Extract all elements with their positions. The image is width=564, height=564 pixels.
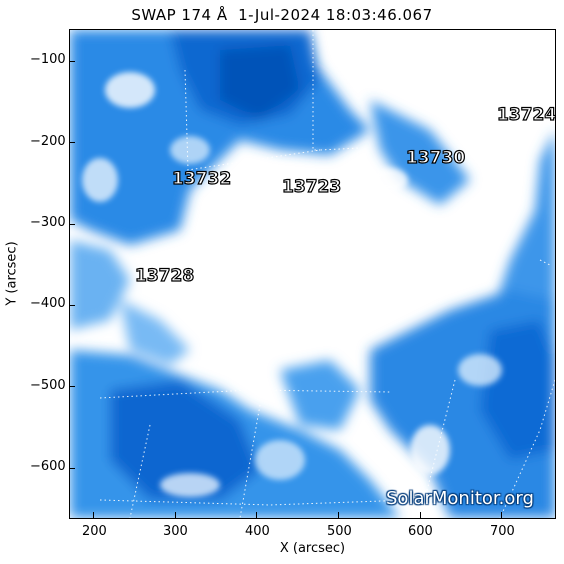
y-tick-label: −100 [30, 52, 66, 67]
y-tick-label: −500 [30, 378, 66, 393]
active-region-label: 13724 [496, 104, 557, 125]
x-tick-mark [420, 512, 421, 518]
y-tick-mark [69, 305, 75, 306]
x-tick-mark [501, 512, 502, 518]
x-tick-label: 200 [82, 524, 107, 539]
active-region-label: 13730 [405, 147, 466, 168]
y-tick-mark [69, 468, 75, 469]
y-tick-label: −200 [30, 134, 66, 149]
coronal-dark-regions [70, 30, 555, 518]
x-tick-label: 600 [408, 524, 433, 539]
y-tick-label: −600 [30, 459, 66, 474]
x-axis-label: X (arcsec) [279, 541, 346, 556]
active-region-label: 13723 [281, 176, 342, 197]
active-region-label: 13732 [171, 168, 232, 189]
watermark: SolarMonitor.org [386, 488, 534, 509]
x-tick-mark [256, 512, 257, 518]
coronal-bright-speckles [82, 60, 555, 497]
y-tick-mark [69, 61, 75, 62]
x-tick-label: 300 [163, 524, 188, 539]
y-axis-label: Y (arcsec) [4, 241, 20, 306]
x-tick-label: 500 [327, 524, 352, 539]
image-title: SWAP 174 Å 1-Jul-2024 18:03:46.067 [131, 6, 433, 24]
y-tick-label: −400 [30, 296, 66, 311]
x-tick-mark [93, 512, 94, 518]
y-tick-mark [69, 386, 75, 387]
x-tick-mark [175, 512, 176, 518]
heliographic-grid [99, 30, 555, 518]
x-tick-mark [338, 512, 339, 518]
solar-image [69, 29, 556, 519]
y-tick-mark [69, 142, 75, 143]
y-tick-mark [69, 224, 75, 225]
x-tick-label: 700 [490, 524, 515, 539]
solar-image-canvas [70, 30, 555, 518]
y-tick-label: −300 [30, 215, 66, 230]
active-region-label: 13728 [134, 265, 195, 286]
x-tick-label: 400 [245, 524, 270, 539]
